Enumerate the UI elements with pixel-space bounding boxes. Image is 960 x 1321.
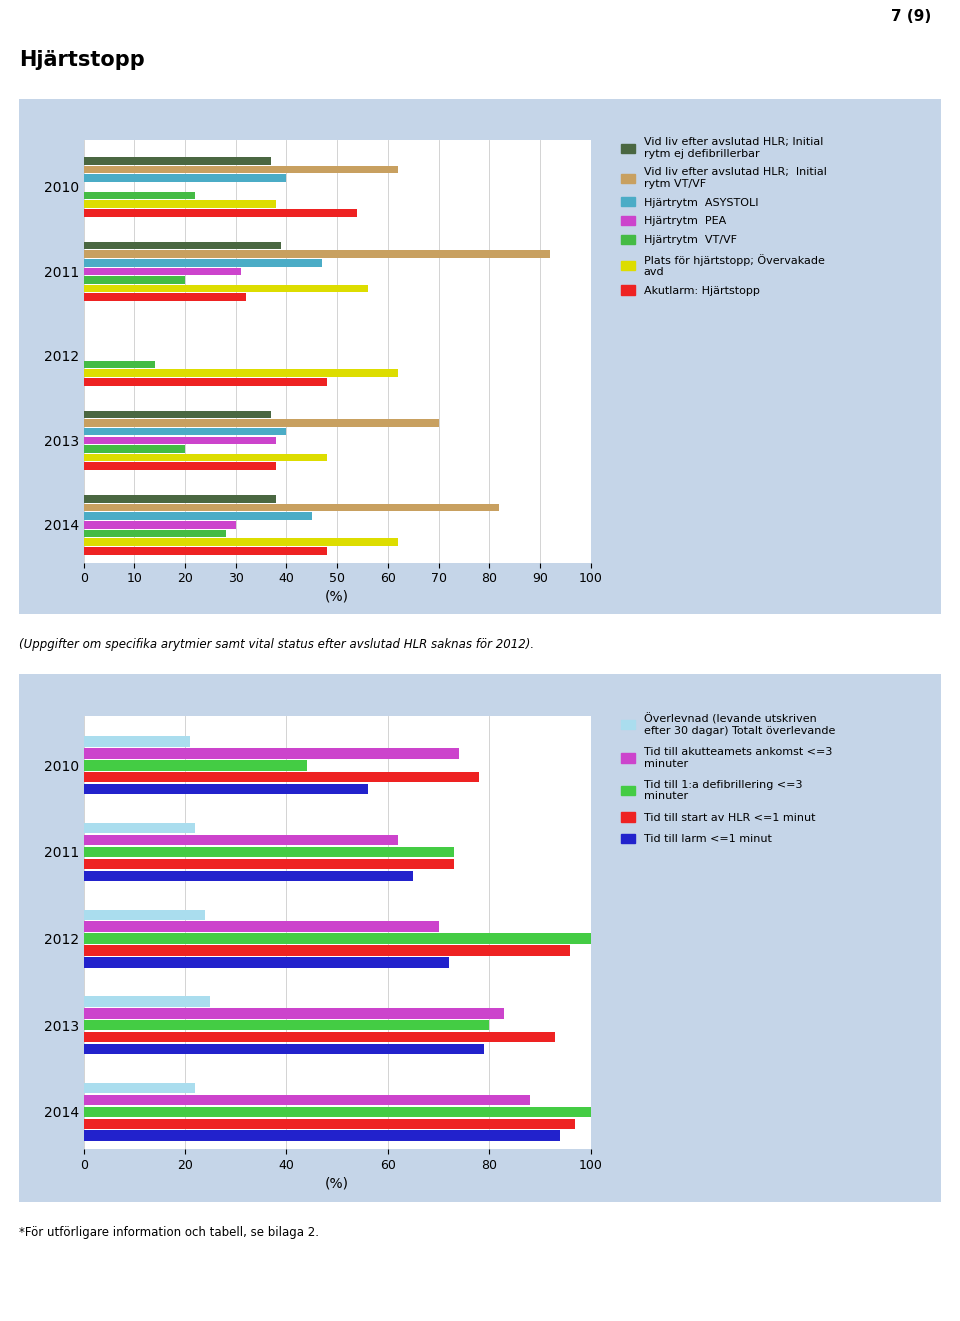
Text: 7 (9): 7 (9) xyxy=(891,9,931,24)
Bar xyxy=(84,293,246,301)
Bar xyxy=(84,520,236,528)
Bar xyxy=(84,411,272,419)
Bar xyxy=(84,771,479,782)
Bar xyxy=(84,513,312,520)
Bar xyxy=(84,958,448,968)
Bar xyxy=(84,1044,484,1054)
Bar xyxy=(84,454,327,461)
Bar xyxy=(84,847,454,857)
Bar xyxy=(84,242,281,250)
Bar xyxy=(84,1083,195,1094)
Bar xyxy=(84,370,398,376)
Legend: Vid liv efter avslutad HLR; Initial
rytm ej defibrillerbar, Vid liv efter avslut: Vid liv efter avslutad HLR; Initial rytm… xyxy=(621,137,827,296)
Bar xyxy=(84,445,185,453)
Legend: Överlevnad (levande utskriven
efter 30 dagar) Totalt överlevande, Tid till akutt: Överlevnad (levande utskriven efter 30 d… xyxy=(621,713,835,844)
Bar xyxy=(84,495,276,503)
Text: (Uppgifter om specifika arytmier samt vital status efter avslutad HLR saknas för: (Uppgifter om specifika arytmier samt vi… xyxy=(19,638,535,651)
Bar xyxy=(84,910,205,919)
Bar xyxy=(84,783,368,794)
Bar xyxy=(84,378,327,386)
Bar xyxy=(84,859,454,869)
Bar xyxy=(84,748,459,758)
Bar xyxy=(84,538,398,546)
Bar xyxy=(84,419,439,427)
Bar xyxy=(84,1131,561,1141)
Bar xyxy=(84,209,357,217)
Bar xyxy=(84,1107,590,1118)
Bar xyxy=(84,946,570,955)
Bar xyxy=(84,201,276,207)
Bar xyxy=(84,1032,555,1042)
X-axis label: (%): (%) xyxy=(325,1176,349,1190)
Bar xyxy=(84,760,307,770)
Bar xyxy=(84,462,276,470)
Bar xyxy=(84,436,276,444)
Bar xyxy=(84,428,286,436)
Bar xyxy=(84,530,226,538)
Bar xyxy=(84,361,155,369)
Text: *För utförligare information och tabell, se bilaga 2.: *För utförligare information och tabell,… xyxy=(19,1226,319,1239)
Bar xyxy=(84,285,368,292)
Bar xyxy=(84,922,439,931)
Bar xyxy=(84,165,398,173)
Bar xyxy=(84,996,210,1007)
X-axis label: (%): (%) xyxy=(325,589,349,604)
Bar xyxy=(84,503,499,511)
Bar xyxy=(84,1095,530,1106)
Bar xyxy=(84,174,286,182)
Bar xyxy=(84,250,550,258)
Bar xyxy=(84,276,185,284)
Bar xyxy=(84,268,241,275)
Bar xyxy=(84,1020,490,1030)
Bar xyxy=(84,871,413,881)
Bar xyxy=(84,157,272,165)
Text: Hjärtstopp: Hjärtstopp xyxy=(19,50,145,70)
Bar xyxy=(84,934,590,943)
Bar xyxy=(84,835,398,845)
Bar xyxy=(84,259,322,267)
Bar xyxy=(84,547,327,555)
Bar xyxy=(84,192,195,199)
Bar xyxy=(84,1119,575,1129)
Bar xyxy=(84,736,190,746)
Bar xyxy=(84,823,195,834)
Bar xyxy=(84,1008,504,1018)
